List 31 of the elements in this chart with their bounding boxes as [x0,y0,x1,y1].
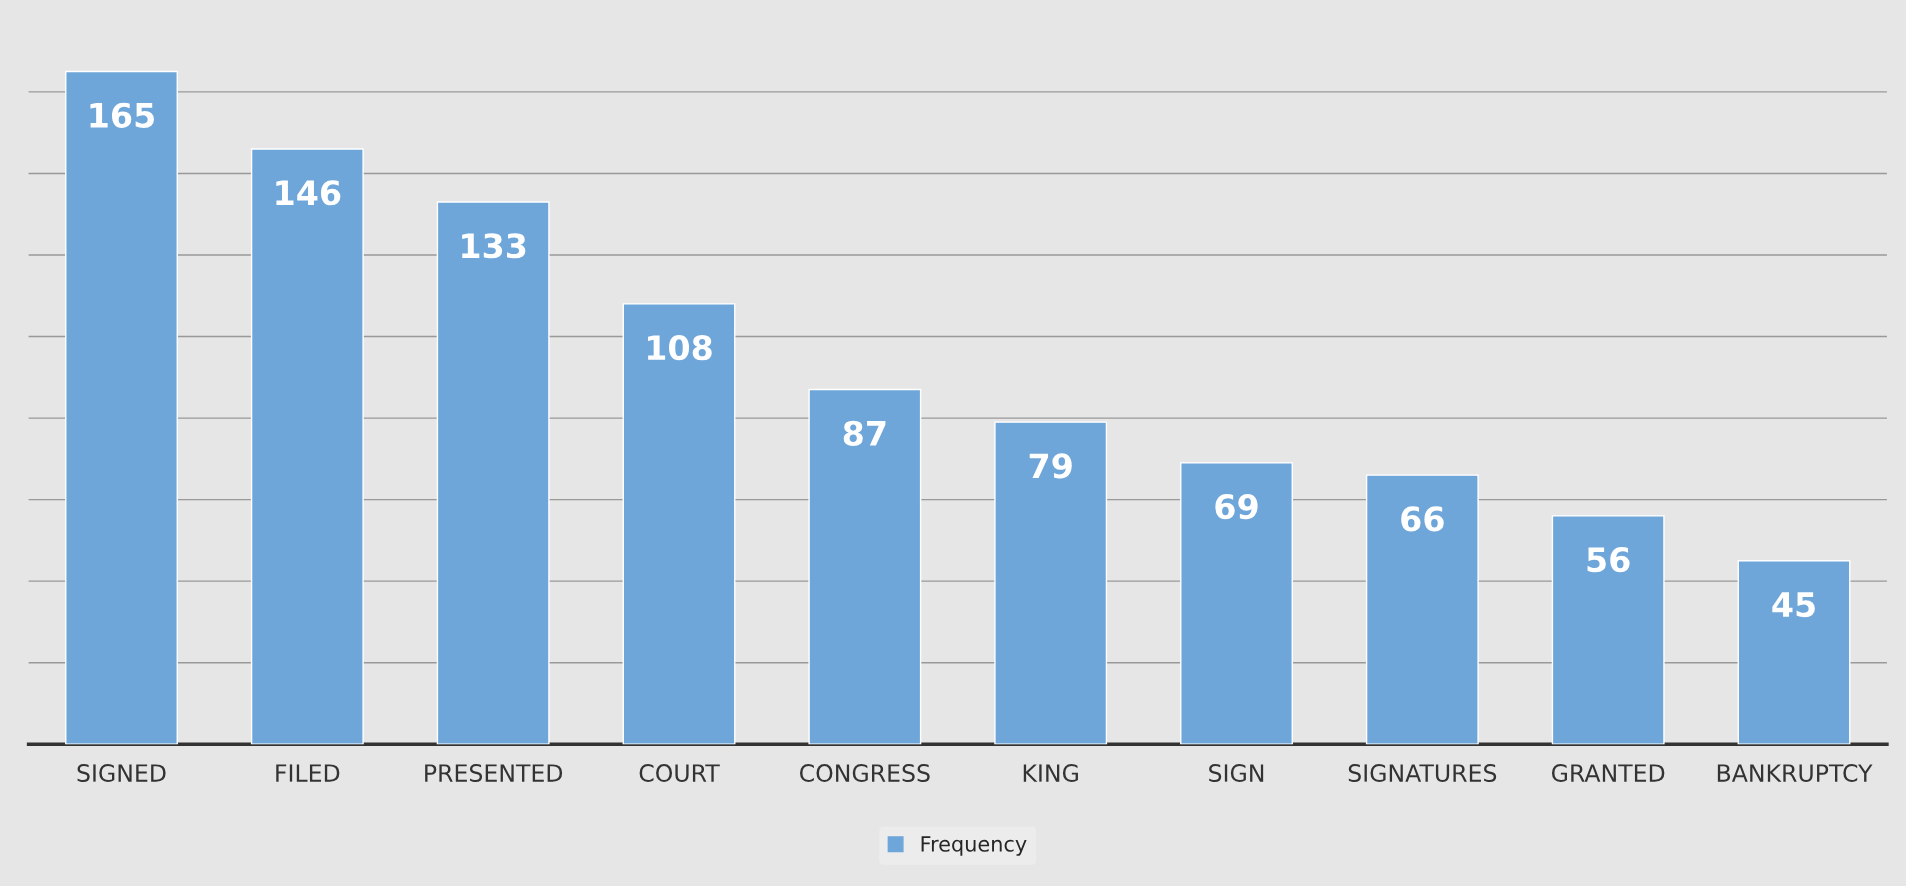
bar [1551,515,1665,745]
legend-label: Frequency [921,836,1027,856]
x-tick-label: FILED [276,764,340,782]
x-tick-label: COURT [639,764,720,782]
data-label: 69 [1215,494,1258,520]
bar [1365,474,1479,745]
x-tick-label: SIGNATURES [1348,764,1497,782]
data-label: 56 [1587,547,1630,573]
bar [622,303,736,745]
x-tick-label: SIGN [1209,764,1264,782]
x-tick-label: GRANTED [1551,764,1665,782]
x-tick-label: PRESENTED [425,764,563,782]
bar [436,201,550,745]
data-label: 146 [276,180,341,206]
x-tick-label: BANKRUPTCY [1717,764,1873,782]
bar [1737,560,1851,745]
x-tick-label: KING [1023,764,1078,782]
data-label: 108 [647,335,712,361]
bar [1180,462,1293,745]
data-label: 66 [1401,506,1444,532]
data-label: 165 [90,102,154,128]
data-label: 87 [843,420,886,446]
x-tick-label: SIGNED [77,764,166,782]
bar [994,421,1108,745]
data-label: 45 [1772,592,1815,618]
x-tick-label: CONGRESS [800,764,930,782]
bar [808,388,922,745]
data-label: 133 [462,233,526,259]
bar [250,148,364,745]
bar [65,70,178,745]
data-label: 79 [1029,453,1072,479]
